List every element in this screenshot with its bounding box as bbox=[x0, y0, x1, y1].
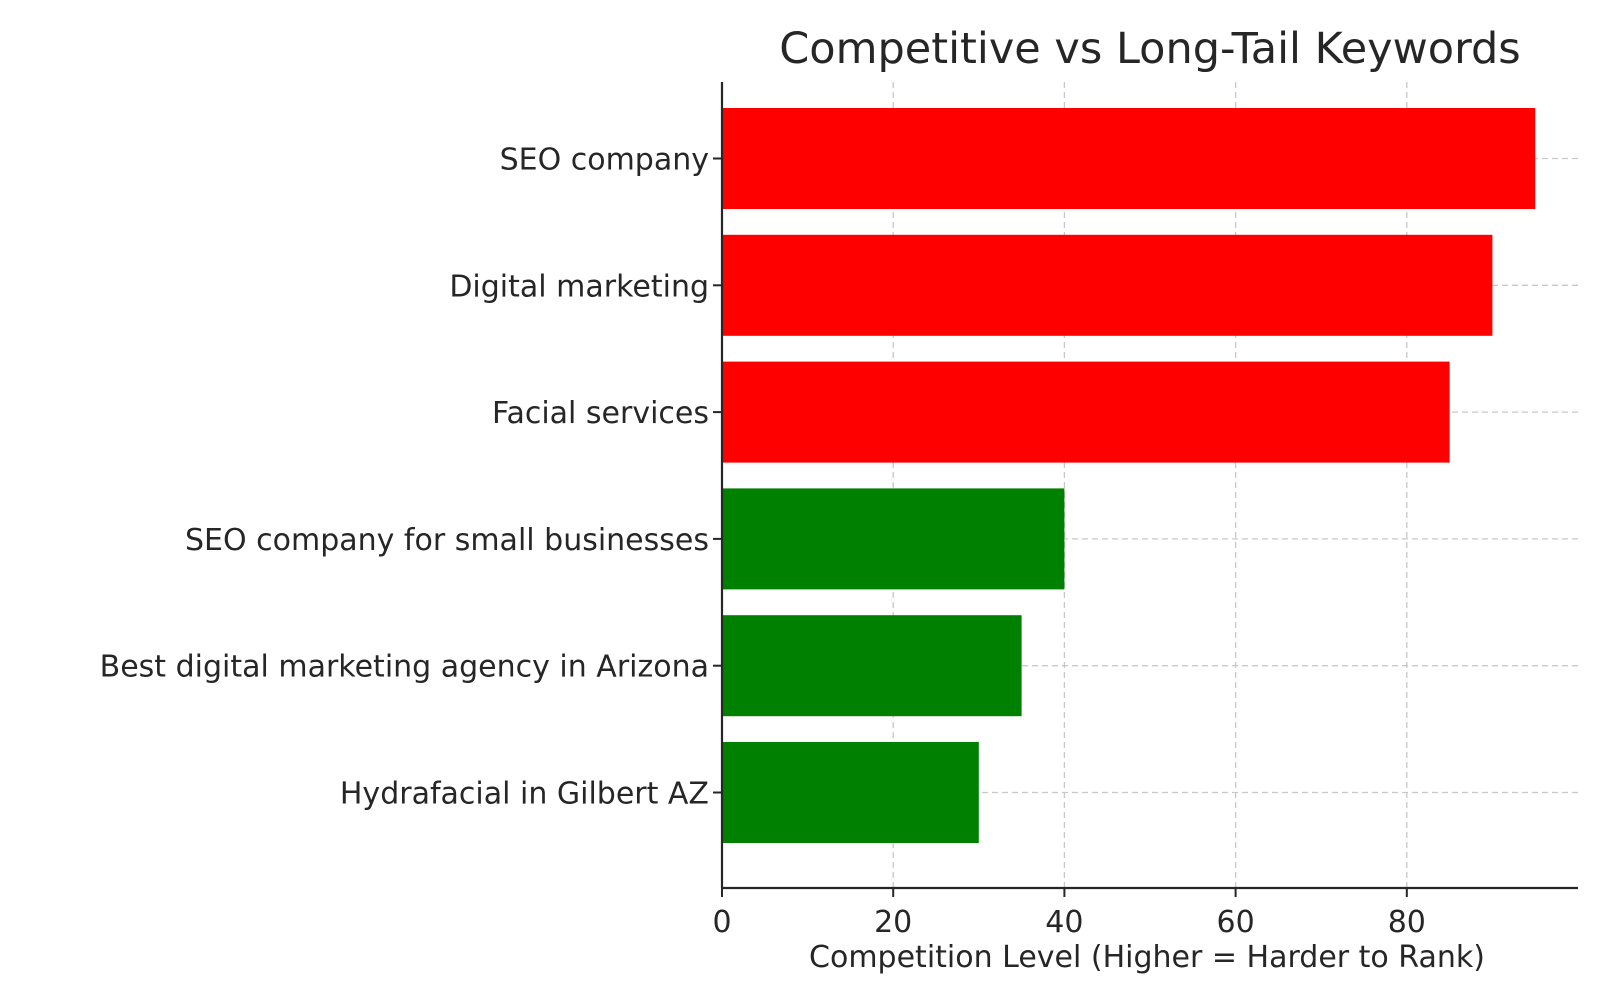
x-tick-label: 60 bbox=[1217, 905, 1255, 940]
y-tick-label: Digital marketing bbox=[449, 269, 709, 304]
bar-3 bbox=[722, 361, 1450, 463]
ticks: SEO company Digital marketing Facial servi… bbox=[100, 143, 1426, 941]
bar-4 bbox=[722, 488, 1065, 590]
bar-1 bbox=[722, 108, 1536, 209]
x-axis-label: Competition Level (Higher = Harder to Ra… bbox=[809, 940, 1485, 975]
y-tick-label: Best digital marketing agency in Arizona bbox=[100, 650, 709, 685]
bar-2 bbox=[722, 234, 1493, 336]
x-tick-label: 40 bbox=[1045, 905, 1083, 940]
y-tick-label: Hydrafacial in Gilbert AZ bbox=[340, 777, 709, 812]
chart-title: Competitive vs Long-Tail Keywords bbox=[779, 24, 1520, 74]
x-tick-label: 20 bbox=[874, 905, 912, 940]
y-tick-label: SEO company for small businesses bbox=[185, 523, 709, 558]
bar-5 bbox=[722, 615, 1022, 717]
x-tick-label: 0 bbox=[712, 905, 731, 940]
axes bbox=[720, 82, 1578, 890]
y-tick-label: SEO company bbox=[500, 143, 709, 178]
bars bbox=[722, 108, 1536, 843]
bar-6 bbox=[722, 742, 979, 843]
x-tick-label: 80 bbox=[1388, 905, 1426, 940]
y-tick-label: Facial services bbox=[492, 396, 709, 431]
